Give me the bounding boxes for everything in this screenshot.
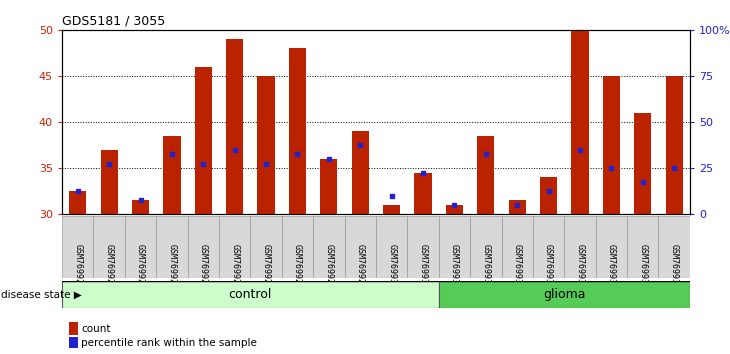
Bar	[313, 216, 345, 278]
Bar	[502, 216, 533, 278]
Bar	[258, 76, 274, 214]
Bar	[383, 205, 400, 214]
Bar	[62, 216, 93, 278]
Bar	[62, 281, 439, 308]
Text: GSM769932: GSM769932	[450, 244, 459, 289]
Text: GSM769922: GSM769922	[136, 244, 145, 289]
Bar	[250, 216, 282, 278]
Text: glioma: glioma	[543, 288, 585, 301]
Text: GSM769925: GSM769925	[230, 244, 239, 289]
Bar	[627, 216, 658, 278]
Bar	[439, 281, 690, 308]
Text: GSM769931: GSM769931	[418, 244, 428, 289]
Bar	[564, 216, 596, 278]
Text: GSM769938: GSM769938	[638, 244, 648, 289]
Bar	[282, 216, 313, 278]
Bar	[188, 216, 219, 278]
Text: GSM769926: GSM769926	[261, 244, 271, 289]
Bar	[219, 216, 250, 278]
Text: GSM769928: GSM769928	[324, 244, 334, 289]
Text: GSM769933: GSM769933	[481, 244, 491, 289]
Text: GSM769927: GSM769927	[293, 244, 302, 289]
Bar	[69, 191, 86, 214]
Text: GSM769934: GSM769934	[512, 244, 522, 289]
Text: GSM769936: GSM769936	[575, 244, 585, 289]
Text: control: control	[228, 288, 272, 301]
Bar	[320, 159, 337, 214]
Bar	[125, 216, 156, 278]
Bar	[572, 30, 588, 214]
Bar	[658, 216, 690, 278]
Bar	[345, 216, 376, 278]
Bar	[439, 216, 470, 278]
Text: GSM769929: GSM769929	[356, 244, 365, 289]
Bar	[352, 131, 369, 214]
Text: GSM769939: GSM769939	[669, 244, 679, 289]
Bar	[132, 200, 149, 214]
Bar	[376, 216, 407, 278]
Text: disease state ▶: disease state ▶	[1, 290, 82, 300]
Text: GSM769924: GSM769924	[199, 244, 208, 289]
Text: count: count	[81, 324, 110, 333]
Bar	[101, 150, 118, 214]
Text: GSM769920: GSM769920	[73, 244, 82, 289]
Bar	[226, 39, 243, 214]
Bar	[477, 136, 494, 214]
Bar	[289, 48, 306, 214]
Bar	[156, 216, 188, 278]
Bar	[603, 76, 620, 214]
Bar	[470, 216, 502, 278]
Text: GSM769930: GSM769930	[387, 244, 396, 289]
Bar	[164, 136, 180, 214]
Bar	[93, 216, 125, 278]
Bar	[446, 205, 463, 214]
Bar	[533, 216, 564, 278]
Text: percentile rank within the sample: percentile rank within the sample	[81, 338, 257, 348]
Text: GSM769923: GSM769923	[167, 244, 177, 289]
Text: GDS5181 / 3055: GDS5181 / 3055	[62, 14, 165, 27]
Text: GSM769935: GSM769935	[544, 244, 553, 289]
Bar	[540, 177, 557, 214]
Bar	[415, 173, 431, 214]
Bar	[407, 216, 439, 278]
Bar	[509, 200, 526, 214]
Text: GSM769921: GSM769921	[104, 244, 114, 289]
Bar	[666, 76, 683, 214]
Bar	[634, 113, 651, 214]
Bar	[195, 67, 212, 214]
Bar	[596, 216, 627, 278]
Text: GSM769937: GSM769937	[607, 244, 616, 289]
